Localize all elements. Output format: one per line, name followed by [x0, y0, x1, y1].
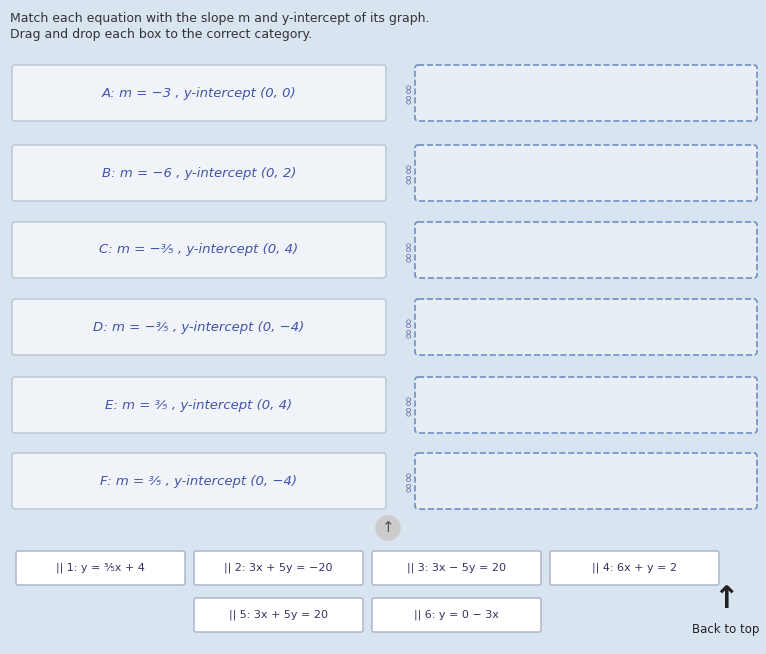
FancyBboxPatch shape — [12, 453, 386, 509]
Text: B: m = −6 , y-intercept (0, 2): B: m = −6 , y-intercept (0, 2) — [102, 167, 296, 179]
FancyBboxPatch shape — [194, 598, 363, 632]
Text: ∞∞: ∞∞ — [401, 239, 415, 262]
Text: C: m = −³⁄₅ , y-intercept (0, 4): C: m = −³⁄₅ , y-intercept (0, 4) — [100, 243, 299, 256]
Text: ↑: ↑ — [713, 585, 738, 615]
FancyBboxPatch shape — [415, 145, 757, 201]
Text: Drag and drop each box to the correct category.: Drag and drop each box to the correct ca… — [10, 28, 312, 41]
Text: F: m = ³⁄₅ , y-intercept (0, −4): F: m = ³⁄₅ , y-intercept (0, −4) — [100, 475, 297, 487]
Text: || 3: 3x − 5y = 20: || 3: 3x − 5y = 20 — [407, 562, 506, 574]
Text: E: m = ³⁄₅ , y-intercept (0, 4): E: m = ³⁄₅ , y-intercept (0, 4) — [106, 398, 293, 411]
FancyBboxPatch shape — [415, 299, 757, 355]
FancyBboxPatch shape — [415, 453, 757, 509]
Text: || 4: 6x + y = 2: || 4: 6x + y = 2 — [592, 562, 677, 574]
Text: || 5: 3x + 5y = 20: || 5: 3x + 5y = 20 — [229, 610, 328, 620]
Text: ∞∞: ∞∞ — [401, 162, 415, 184]
FancyBboxPatch shape — [415, 377, 757, 433]
Text: ∞∞: ∞∞ — [401, 470, 415, 492]
Circle shape — [376, 516, 400, 540]
Text: ∞∞: ∞∞ — [401, 315, 415, 339]
FancyBboxPatch shape — [372, 598, 541, 632]
Text: Match each equation with the slope m and y-intercept of its graph.: Match each equation with the slope m and… — [10, 12, 430, 25]
Text: ∞∞: ∞∞ — [401, 82, 415, 105]
Text: A: m = −3 , y-intercept (0, 0): A: m = −3 , y-intercept (0, 0) — [102, 86, 296, 99]
Text: || 2: 3x + 5y = −20: || 2: 3x + 5y = −20 — [224, 562, 332, 574]
FancyBboxPatch shape — [415, 65, 757, 121]
Text: || 6: y = 0 − 3x: || 6: y = 0 − 3x — [414, 610, 499, 620]
FancyBboxPatch shape — [12, 65, 386, 121]
Text: ↑: ↑ — [381, 521, 394, 536]
Text: D: m = −³⁄₅ , y-intercept (0, −4): D: m = −³⁄₅ , y-intercept (0, −4) — [93, 320, 305, 334]
Text: Back to top: Back to top — [692, 623, 760, 636]
FancyBboxPatch shape — [12, 222, 386, 278]
FancyBboxPatch shape — [12, 145, 386, 201]
FancyBboxPatch shape — [372, 551, 541, 585]
FancyBboxPatch shape — [550, 551, 719, 585]
FancyBboxPatch shape — [415, 222, 757, 278]
FancyBboxPatch shape — [16, 551, 185, 585]
FancyBboxPatch shape — [194, 551, 363, 585]
FancyBboxPatch shape — [12, 377, 386, 433]
Text: || 1: y = ³⁄₅x + 4: || 1: y = ³⁄₅x + 4 — [56, 562, 145, 574]
Text: ∞∞: ∞∞ — [401, 394, 415, 417]
FancyBboxPatch shape — [12, 299, 386, 355]
